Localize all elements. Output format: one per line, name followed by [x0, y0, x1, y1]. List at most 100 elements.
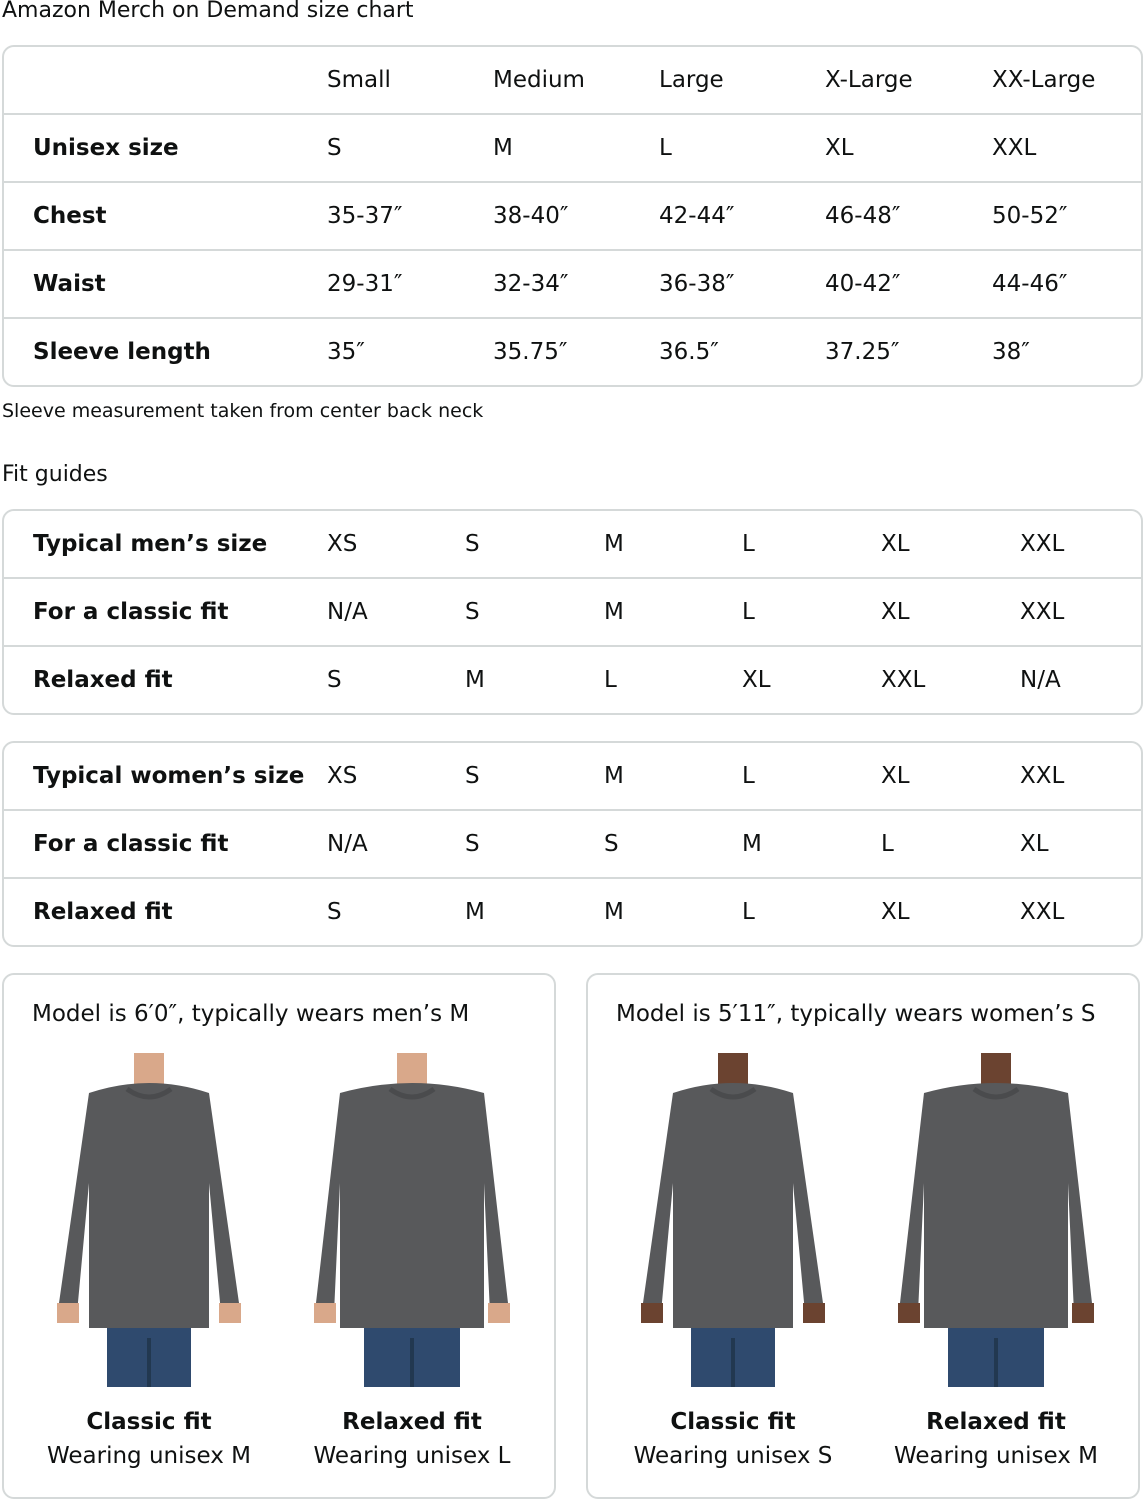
model-photo	[312, 1053, 512, 1387]
cell: 36-38″	[659, 271, 735, 297]
cell: M	[493, 135, 513, 161]
model-photo	[633, 1053, 833, 1387]
table-row: For a classic fit N/A S S M L XL	[4, 809, 1141, 877]
cell: S	[327, 135, 342, 161]
cell: XS	[327, 763, 358, 789]
model-photo	[896, 1053, 1096, 1387]
photo-caption: Classic fit Wearing unisex S	[603, 1409, 863, 1469]
model-card: Model is 6′0″, typically wears men’s M Cl…	[2, 973, 556, 1499]
cell: M	[604, 763, 624, 789]
table-row: Sleeve length 35″ 35.75″ 36.5″ 37.25″ 38″	[4, 317, 1141, 385]
cell: 46-48″	[825, 203, 901, 229]
cell: 37.25″	[825, 339, 900, 365]
size-chart-table: Small Medium Large X-Large XX-Large Unisex si…	[2, 45, 1143, 387]
row-label: Typical men’s size	[33, 531, 268, 557]
cell: L	[881, 831, 894, 857]
row-label: Waist	[33, 271, 106, 297]
cell: 38-40″	[493, 203, 569, 229]
column-header: XX-Large	[992, 67, 1096, 93]
row-label: Unisex size	[33, 135, 179, 161]
mens-fit-table: Typical men’s size XS S M L XL XXL For a classi…	[2, 509, 1143, 715]
sleeve-note: Sleeve measurement taken from center bac…	[2, 400, 484, 422]
column-header: X-Large	[825, 67, 913, 93]
fit-label: Relaxed fit	[926, 1409, 1066, 1435]
cell: XXL	[1020, 899, 1065, 925]
wearing-label: Wearing unisex L	[313, 1443, 511, 1469]
photo-caption: Relaxed fit Wearing unisex M	[866, 1409, 1126, 1469]
photo-caption: Classic fit Wearing unisex M	[19, 1409, 279, 1469]
cell: 35.75″	[493, 339, 568, 365]
cell: XL	[881, 531, 910, 557]
row-label: Typical women’s size	[33, 763, 305, 789]
table-row: Relaxed fit S M M L XL XXL	[4, 877, 1141, 945]
cell: 42-44″	[659, 203, 735, 229]
wearing-label: Wearing unisex S	[633, 1443, 833, 1469]
cell: M	[604, 531, 624, 557]
cell: 32-34″	[493, 271, 569, 297]
cell: S	[327, 667, 342, 693]
cell: S	[465, 599, 480, 625]
table-row: Typical women’s size XS S M L XL XXL	[4, 743, 1141, 809]
cell: XS	[327, 531, 358, 557]
cell: XL	[742, 667, 771, 693]
cell: XXL	[1020, 531, 1065, 557]
cell: M	[465, 899, 485, 925]
wearing-label: Wearing unisex M	[46, 1443, 251, 1469]
cell: S	[327, 899, 342, 925]
cell: L	[659, 135, 672, 161]
model-title: Model is 6′0″, typically wears men’s M	[32, 1001, 470, 1027]
column-header: Large	[659, 67, 724, 93]
fit-label: Classic fit	[86, 1409, 212, 1435]
table-row: Chest 35-37″ 38-40″ 42-44″ 46-48″ 50-52″	[4, 181, 1141, 249]
wearing-label: Wearing unisex M	[893, 1443, 1098, 1469]
cell: XL	[881, 599, 910, 625]
row-label: Relaxed fit	[33, 667, 173, 693]
cell: M	[742, 831, 762, 857]
cell: XL	[1020, 831, 1049, 857]
fit-label: Classic fit	[670, 1409, 796, 1435]
cell: XL	[825, 135, 854, 161]
header-row: Small Medium Large X-Large XX-Large	[4, 47, 1141, 113]
cell: L	[742, 599, 755, 625]
cell: L	[742, 531, 755, 557]
cell: XXL	[992, 135, 1037, 161]
cell: XXL	[1020, 599, 1065, 625]
cell: XXL	[881, 667, 926, 693]
fit-guides-heading: Fit guides	[2, 462, 108, 487]
cell: 38″	[992, 339, 1030, 365]
table-row: Relaxed fit S M L XL XXL N/A	[4, 645, 1141, 713]
row-label: Relaxed fit	[33, 899, 173, 925]
cell: N/A	[327, 831, 368, 857]
photo-caption: Relaxed fit Wearing unisex L	[282, 1409, 542, 1469]
table-row: Unisex size S M L XL XXL	[4, 113, 1141, 181]
cell: S	[465, 763, 480, 789]
cell: 36.5″	[659, 339, 719, 365]
cell: M	[604, 899, 624, 925]
cell: N/A	[327, 599, 368, 625]
row-label: Chest	[33, 203, 107, 229]
model-card: Model is 5′11″, typically wears women’s …	[586, 973, 1140, 1499]
chart-title: Amazon Merch on Demand size chart	[2, 0, 414, 23]
cell: XXL	[1020, 763, 1065, 789]
cell: 29-31″	[327, 271, 403, 297]
cell: 35-37″	[327, 203, 403, 229]
model-photo	[49, 1053, 249, 1387]
cell: L	[604, 667, 617, 693]
column-header: Medium	[493, 67, 585, 93]
cell: S	[604, 831, 619, 857]
cell: 35″	[327, 339, 365, 365]
cell: 50-52″	[992, 203, 1068, 229]
cell: S	[465, 531, 480, 557]
cell: N/A	[1020, 667, 1061, 693]
womens-fit-table: Typical women’s size XS S M L XL XXL For a clas…	[2, 741, 1143, 947]
table-row: Typical men’s size XS S M L XL XXL	[4, 511, 1141, 577]
column-header: Small	[327, 67, 391, 93]
row-label: For a classic fit	[33, 831, 229, 857]
cell: 44-46″	[992, 271, 1068, 297]
cell: 40-42″	[825, 271, 901, 297]
table-row: For a classic fit N/A S M L XL XXL	[4, 577, 1141, 645]
cell: XL	[881, 763, 910, 789]
cell: L	[742, 763, 755, 789]
cell: S	[465, 831, 480, 857]
fit-label: Relaxed fit	[342, 1409, 482, 1435]
